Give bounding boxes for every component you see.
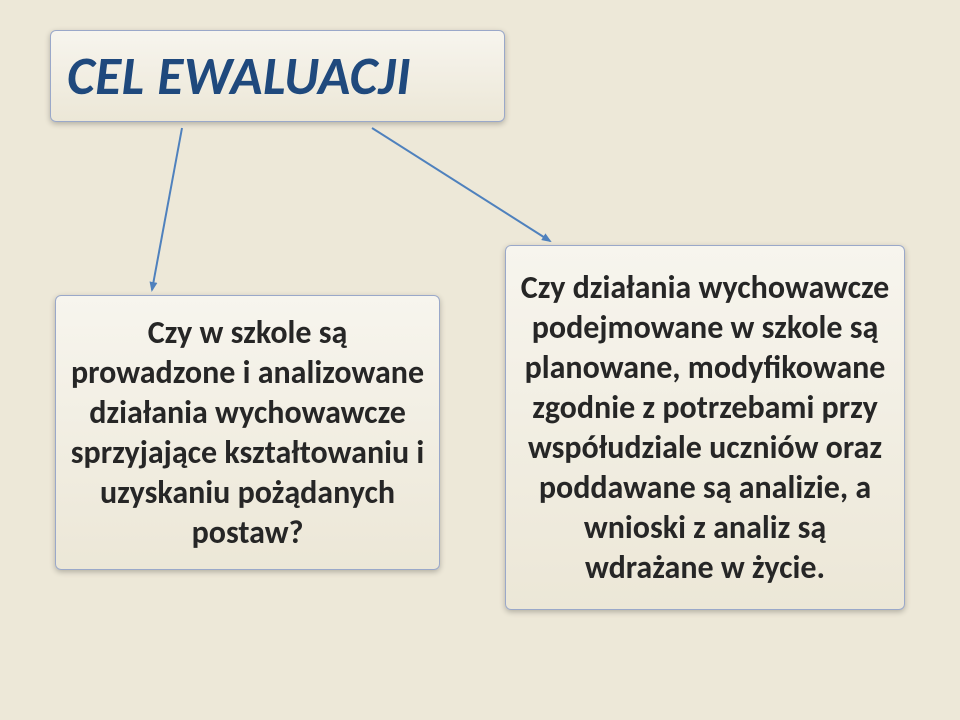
node-box-right: Czy działania wychowawcze podejmowane w …	[505, 245, 905, 610]
node-text-left: Czy w szkole są prowadzone i analizowane…	[70, 313, 425, 553]
title-text: CEL EWALUACJI	[67, 44, 411, 109]
arrow-to-left	[152, 128, 182, 290]
node-box-left: Czy w szkole są prowadzone i analizowane…	[55, 295, 440, 570]
title-box: CEL EWALUACJI	[50, 30, 505, 122]
node-text-right: Czy działania wychowawcze podejmowane w …	[520, 268, 890, 588]
arrow-to-right	[372, 128, 550, 241]
